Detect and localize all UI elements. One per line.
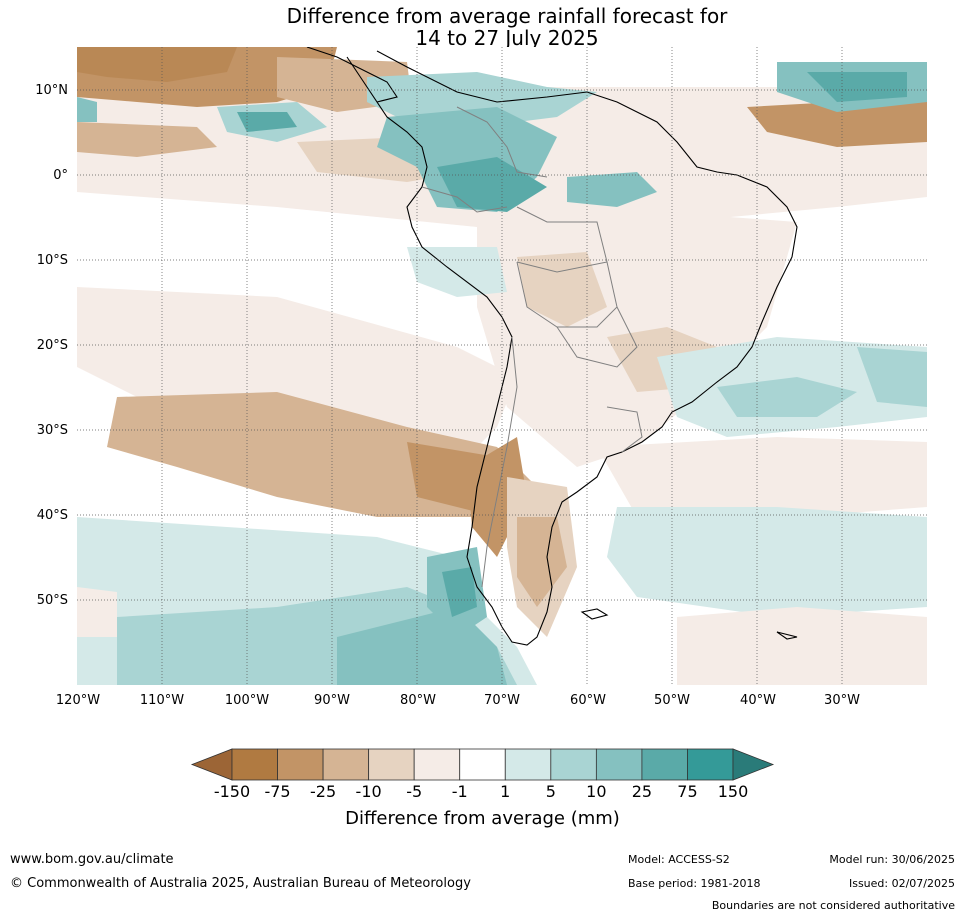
lon-label-100w: 100°W — [224, 693, 270, 708]
wet-patch-guiana — [567, 172, 657, 207]
footer-boundaries-disclaimer: Boundaries are not considered authoritat… — [711, 899, 955, 912]
lon-label-90w: 90°W — [314, 693, 350, 708]
lat-label-40s: 40°S — [36, 508, 68, 523]
legend-swatch — [322, 748, 370, 781]
wet-patch-amazon — [437, 157, 547, 212]
south-georgia — [776, 631, 798, 640]
footer-model-run: Model run: 30/06/2025 — [829, 853, 955, 866]
dry-patch-bolivia — [517, 252, 607, 327]
legend-tick-label: -75 — [264, 782, 291, 801]
rainfall-map — [77, 47, 927, 685]
dry-patch-south-pacific-west — [77, 587, 117, 637]
legend-swatch — [504, 748, 552, 781]
dry-band-mid-north — [77, 122, 217, 157]
legend-tick-label: -1 — [451, 782, 468, 801]
lon-label-80w: 80°W — [400, 693, 436, 708]
lon-label-50w: 50°W — [654, 693, 690, 708]
dry-band-patagonia-core — [517, 517, 567, 607]
legend-swatch — [687, 748, 734, 781]
wet-patch-atlantic-north-core — [807, 72, 907, 102]
legend-tick-label: 75 — [677, 782, 698, 801]
legend-tick-label: -5 — [406, 782, 423, 801]
lon-label-60w: 60°W — [570, 693, 606, 708]
footer-copyright: © Commonwealth of Australia 2025, Austra… — [10, 876, 471, 891]
border-bolivia — [516, 261, 618, 328]
lat-label-10n: 10°N — [35, 83, 68, 98]
graticule — [77, 47, 927, 685]
legend-swatch-below-min — [190, 748, 233, 781]
map-title-line-2: 14 to 27 July 2025 — [415, 26, 599, 50]
falkland-islands — [580, 608, 609, 620]
dry-patch-atlantic-far-south — [677, 607, 927, 685]
lon-label-30w: 30°W — [824, 693, 860, 708]
footer-model: Model: ACCESS-S2 — [628, 853, 730, 866]
dry-band-north — [77, 47, 337, 107]
footer-base-period: Base period: 1981-2018 — [628, 877, 761, 890]
dry-patch-atlantic-south — [597, 437, 927, 517]
border-paraguay — [556, 306, 638, 368]
legend-swatch — [459, 748, 506, 781]
dry-band-north-west — [77, 47, 237, 82]
rainfall-map-canvas — [77, 47, 927, 685]
lat-label-10s: 10°S — [36, 253, 68, 268]
lon-label-110w: 110°W — [139, 693, 185, 708]
wet-patch-atlantic-subtropical-core — [717, 377, 857, 417]
legend-tick-label: 1 — [500, 782, 511, 801]
wet-patch-south-chile-core — [442, 567, 477, 617]
map-title-line-1: Difference from average rainfall forecas… — [286, 4, 728, 28]
legend-tick-label: -150 — [213, 782, 251, 801]
legend-swatch — [368, 748, 415, 781]
lat-label-50s: 50°S — [36, 593, 68, 608]
legend-tick-label: -10 — [355, 782, 382, 801]
wet-patch-pacific-north-core — [237, 112, 297, 132]
legend-swatch — [595, 748, 643, 781]
lon-label-40w: 40°W — [740, 693, 776, 708]
legend-tick-label: 150 — [717, 782, 749, 801]
lat-label-30s: 30°S — [36, 423, 68, 438]
legend-swatch — [231, 748, 278, 781]
legend-tick-label: 25 — [631, 782, 653, 801]
central-america-coastline — [306, 47, 398, 103]
legend-title: Difference from average (mm) — [345, 808, 620, 829]
lat-label-0: 0° — [53, 168, 68, 183]
lon-label-120w: 120°W — [55, 693, 101, 708]
wet-patch-atlantic-south — [607, 507, 927, 617]
wet-patch-west-edge — [77, 97, 97, 122]
border-colombia-venezuela — [456, 106, 548, 178]
border-argentina-chile — [481, 336, 518, 588]
legend-swatch-above-max — [732, 748, 775, 781]
border-peru-ecuador — [421, 186, 508, 213]
lat-label-20s: 20°S — [36, 338, 68, 353]
legend-tick-label: 5 — [545, 782, 556, 801]
legend-swatch — [277, 748, 324, 781]
legend-swatch — [641, 748, 688, 781]
dry-band-north-east — [747, 97, 927, 147]
country-borders — [421, 106, 643, 588]
wet-patch-peru — [407, 247, 507, 297]
border-uruguay — [606, 406, 643, 453]
legend-swatch — [413, 748, 461, 781]
legend-tick-label: -25 — [310, 782, 337, 801]
coastlines — [306, 47, 798, 646]
south-america-coastline — [346, 50, 798, 646]
lon-label-70w: 70°W — [484, 693, 520, 708]
wet-patch-atlantic-east — [857, 347, 927, 407]
anomaly-shading — [77, 47, 927, 685]
legend-colorbar — [190, 748, 775, 781]
footer-issued-date: Issued: 02/07/2025 — [848, 877, 955, 890]
border-brazil-west — [516, 206, 608, 273]
legend-swatch — [550, 748, 597, 781]
legend-tick-label: 10 — [586, 782, 607, 801]
wet-patch-caribbean — [367, 72, 597, 127]
footer-website-url: www.bom.gov.au/climate — [10, 852, 174, 867]
